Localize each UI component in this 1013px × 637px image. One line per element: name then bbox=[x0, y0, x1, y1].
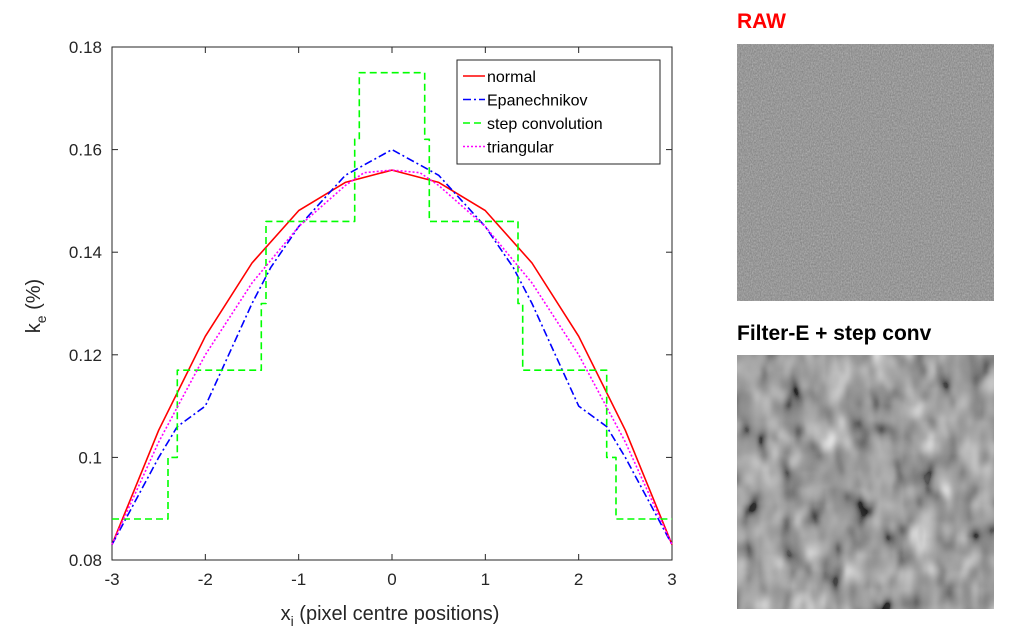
x-tick-label: 2 bbox=[574, 570, 583, 589]
legend-entry-label: normal bbox=[487, 69, 536, 86]
filtered-image bbox=[737, 355, 994, 609]
filtered-panel-title: Filter-E + step conv bbox=[737, 322, 932, 345]
tick-labels: -3 -2 -1 0 1 2 3 0.08 0.1 0.12 0.14 0.16 0.18 bbox=[69, 38, 677, 589]
x-tick-label: 1 bbox=[481, 570, 490, 589]
series-line-normal bbox=[111, 169, 673, 545]
x-tick-label: 3 bbox=[667, 570, 676, 589]
y-axis-label-main: k bbox=[23, 322, 45, 333]
series-group bbox=[111, 71, 673, 545]
x-tick-label: 0 bbox=[387, 570, 396, 589]
legend-box bbox=[456, 59, 661, 165]
kernel-chart: -3 -2 -1 0 1 2 3 0.08 0.1 0.12 0.14 0.16 0.18 xi (pi… bbox=[23, 38, 677, 629]
x-axis-label-main: x bbox=[281, 603, 291, 625]
legend-entry-label: triangular bbox=[487, 140, 554, 157]
raw-panel-title: RAW bbox=[737, 10, 786, 33]
y-axis-label: ke (%) bbox=[23, 279, 49, 333]
legend: normal Epanechnikov step convolution triang… bbox=[456, 59, 661, 165]
y-tick-label: 0.12 bbox=[69, 346, 102, 365]
y-axis-label-subscript: e bbox=[33, 315, 49, 323]
y-tick-label: 0.18 bbox=[69, 38, 102, 57]
x-axis-label-rest: (pixel centre positions) bbox=[294, 603, 500, 625]
series-line-step-convolution bbox=[112, 71, 672, 520]
series-line-triangular bbox=[111, 169, 673, 545]
legend-entry-label: Epanechnikov bbox=[487, 93, 588, 110]
series-line-epanechnikov bbox=[111, 148, 673, 545]
y-tick-label: 0.1 bbox=[78, 448, 102, 467]
x-tick-label: -2 bbox=[198, 570, 213, 589]
legend-entry-label: step convolution bbox=[487, 116, 603, 133]
raw-image bbox=[737, 44, 994, 301]
x-axis-label-subscript: i bbox=[291, 613, 294, 629]
y-tick-label: 0.16 bbox=[69, 141, 102, 160]
x-tick-label: -3 bbox=[104, 570, 119, 589]
x-axis-label: xi (pixel centre positions) bbox=[281, 603, 500, 629]
x-tick-label: -1 bbox=[291, 570, 306, 589]
y-axis-label-rest: (%) bbox=[23, 279, 45, 316]
y-tick-label: 0.08 bbox=[69, 551, 102, 570]
y-tick-label: 0.14 bbox=[69, 243, 102, 262]
